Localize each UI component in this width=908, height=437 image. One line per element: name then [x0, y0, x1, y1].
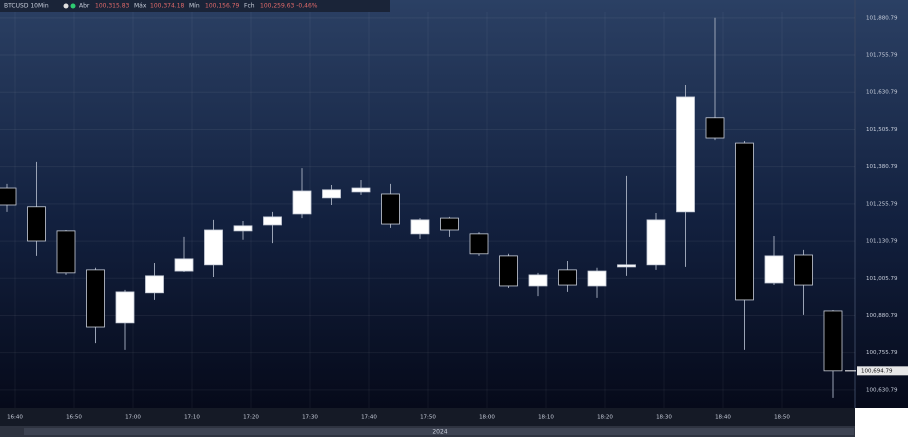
- header-field-name: Mín: [189, 3, 200, 10]
- candle-body: [528, 274, 548, 287]
- candle-body: [86, 269, 105, 328]
- candle-body: [499, 255, 518, 287]
- candle-body: [823, 310, 843, 372]
- candle-body: [705, 117, 725, 139]
- scroll-thumb[interactable]: [24, 428, 854, 435]
- candles: [0, 17, 843, 398]
- last-price-label: 100,694.79: [861, 368, 893, 374]
- candle-body: [764, 255, 784, 284]
- y-tick-label: 101,005.79: [866, 276, 898, 282]
- candle-body: [174, 258, 194, 272]
- candle-body: [381, 193, 400, 225]
- x-tick-label: 17:50: [420, 415, 436, 421]
- time-axis-bar: [0, 408, 855, 426]
- x-tick-label: 17:20: [243, 415, 259, 421]
- candle-body: [587, 270, 607, 287]
- candle-body: [56, 230, 76, 274]
- last-price-box: [857, 366, 908, 376]
- header-field-value: 100,315.83: [95, 3, 130, 10]
- header-field-value: 100,156.79: [205, 3, 240, 10]
- candle-body: [115, 291, 135, 324]
- candle-body: [646, 219, 666, 266]
- x-tick-label: 17:40: [361, 415, 377, 421]
- candle-body: [27, 206, 46, 242]
- x-tick-label: 18:10: [538, 415, 554, 421]
- candle-body: [233, 225, 253, 232]
- y-tick-label: 101,630.79: [866, 90, 898, 96]
- x-tick-label: 18:50: [774, 415, 790, 421]
- y-tick-label: 100,630.79: [866, 387, 898, 393]
- candle-body: [204, 229, 223, 266]
- candle-body: [676, 96, 695, 213]
- header-field-name: Fch: [244, 3, 255, 10]
- header-icon: [63, 3, 69, 9]
- footer: 2024: [432, 429, 447, 436]
- x-tick-label: 16:50: [66, 415, 82, 421]
- header-symbol: BTCUSD 10Min: [4, 3, 49, 10]
- candle-body: [617, 264, 636, 268]
- y-tick-label: 100,880.79: [866, 313, 898, 319]
- y-tick-label: 101,880.79: [866, 15, 898, 21]
- candle-body: [735, 142, 754, 301]
- x-tick-label: 18:00: [479, 415, 495, 421]
- header-field-value: 100,374.18: [150, 3, 185, 10]
- plot-background: [0, 0, 908, 408]
- candle-body: [469, 233, 489, 255]
- x-tick-label: 17:00: [125, 415, 141, 421]
- candle-body: [794, 254, 813, 286]
- candle-body: [322, 189, 341, 199]
- y-tick-label: 101,380.79: [866, 164, 898, 170]
- candle-body: [351, 187, 371, 193]
- x-tick-label: 18:20: [597, 415, 613, 421]
- header-field-name: Máx: [134, 3, 147, 10]
- header-bar: [0, 0, 390, 12]
- y-tick-label: 101,130.79: [866, 239, 898, 245]
- candle-body: [558, 269, 577, 286]
- candle-body: [145, 275, 164, 294]
- x-tick-label: 17:30: [302, 415, 318, 421]
- candle-body: [263, 216, 282, 226]
- labels: BTCUSD 10Min Abr 100,315.83 Máx 100,374.18 Mí…: [4, 3, 908, 421]
- y-tick-label: 100,755.79: [866, 350, 898, 356]
- header-icon: [70, 3, 76, 9]
- x-tick-label: 17:10: [184, 415, 200, 421]
- y-tick-label: 101,755.79: [866, 53, 898, 59]
- x-tick-label: 18:30: [656, 415, 672, 421]
- header-field-name: Abr: [79, 3, 90, 10]
- y-tick-label: 101,255.79: [866, 201, 898, 207]
- candle-body: [0, 187, 17, 206]
- x-tick-label: 16:40: [7, 415, 23, 421]
- candle-body: [292, 190, 312, 215]
- corner-box: [855, 408, 908, 437]
- header-field-value: 100,259.63 -0,46%: [260, 3, 318, 10]
- x-tick-label: 18:40: [715, 415, 731, 421]
- y-tick-label: 101,505.79: [866, 127, 898, 133]
- candle-body: [410, 219, 430, 235]
- candle-body: [440, 217, 459, 231]
